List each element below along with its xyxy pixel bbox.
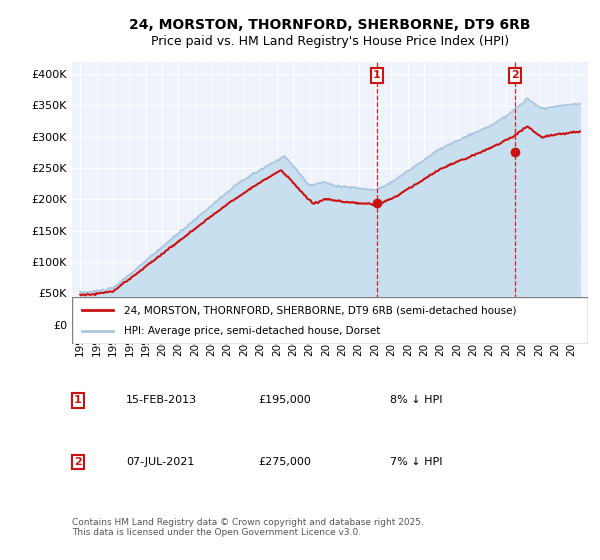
- Text: £275,000: £275,000: [258, 457, 311, 467]
- Text: Price paid vs. HM Land Registry's House Price Index (HPI): Price paid vs. HM Land Registry's House …: [151, 35, 509, 49]
- Text: 07-JUL-2021: 07-JUL-2021: [126, 457, 194, 467]
- Text: HPI: Average price, semi-detached house, Dorset: HPI: Average price, semi-detached house,…: [124, 326, 380, 336]
- Text: Contains HM Land Registry data © Crown copyright and database right 2025.
This d: Contains HM Land Registry data © Crown c…: [72, 518, 424, 538]
- FancyBboxPatch shape: [72, 297, 588, 344]
- Text: 24, MORSTON, THORNFORD, SHERBORNE, DT9 6RB (semi-detached house): 24, MORSTON, THORNFORD, SHERBORNE, DT9 6…: [124, 305, 516, 315]
- Text: 2: 2: [511, 71, 518, 81]
- Text: 7% ↓ HPI: 7% ↓ HPI: [390, 457, 443, 467]
- Text: 24, MORSTON, THORNFORD, SHERBORNE, DT9 6RB: 24, MORSTON, THORNFORD, SHERBORNE, DT9 6…: [129, 18, 531, 32]
- Text: 1: 1: [74, 395, 82, 405]
- Text: 1: 1: [373, 71, 381, 81]
- Text: 15-FEB-2013: 15-FEB-2013: [126, 395, 197, 405]
- Text: 8% ↓ HPI: 8% ↓ HPI: [390, 395, 443, 405]
- Text: £195,000: £195,000: [258, 395, 311, 405]
- Text: 2: 2: [74, 457, 82, 467]
